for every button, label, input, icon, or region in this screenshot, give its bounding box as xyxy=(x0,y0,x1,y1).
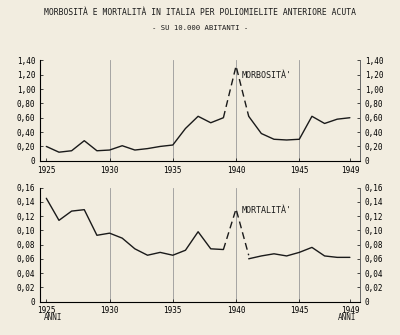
Text: - SU 10.000 ABITANTI -: - SU 10.000 ABITANTI - xyxy=(152,25,248,31)
Text: MORBOSITÀ E MORTALITÀ IN ITALIA PER POLIOMIELITE ANTERIORE ACUTA: MORBOSITÀ E MORTALITÀ IN ITALIA PER POLI… xyxy=(44,8,356,17)
Text: ANNI: ANNI xyxy=(44,313,62,322)
Text: ANNI: ANNI xyxy=(338,313,356,322)
Text: MORBOSITÀ': MORBOSITÀ' xyxy=(242,71,292,80)
Text: MORTALITÀ': MORTALITÀ' xyxy=(242,206,292,215)
